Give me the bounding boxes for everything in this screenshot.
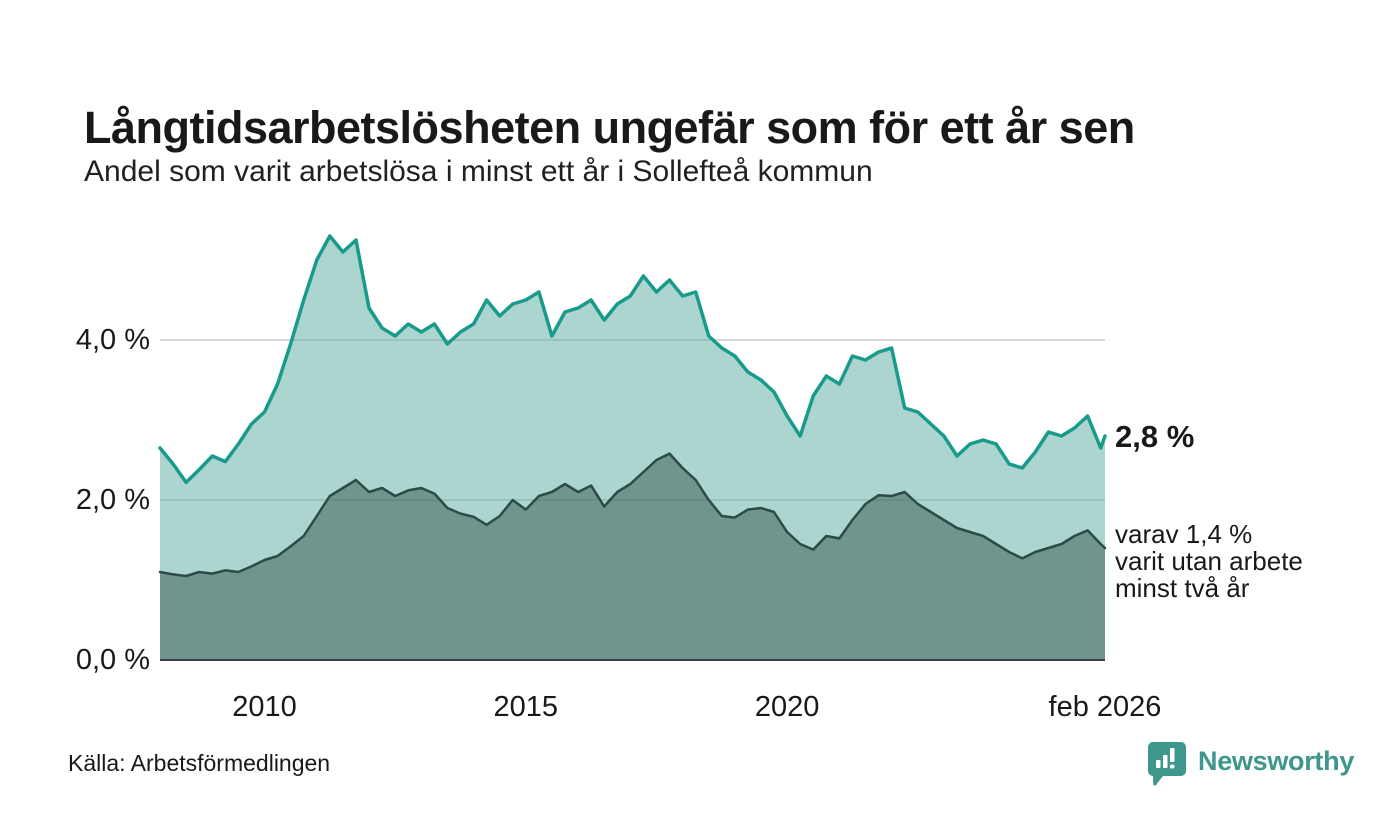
- secondary-annotation: varav 1,4 % varit utan arbete minst två …: [1115, 521, 1355, 602]
- newsworthy-logo-icon: [1148, 742, 1186, 786]
- newsworthy-logo: Newsworthy: [1146, 740, 1354, 788]
- area-fills: [160, 236, 1105, 660]
- source-caption: Källa: Arbetsförmedlingen: [68, 750, 331, 776]
- y-tick-2: 2,0 %: [75, 484, 150, 516]
- series-lines: [158, 234, 1107, 578]
- gridlines: [160, 339, 1105, 501]
- page-title: Långtidsarbetslösheten ungefär som för e…: [84, 102, 1135, 154]
- x-tick-feb-2026: feb 2026: [1048, 691, 1162, 723]
- area-series-0: [160, 236, 1105, 660]
- y-tick-4: 4,0 %: [75, 324, 150, 356]
- x-tick-2020: 2020: [754, 691, 820, 723]
- secondary-annotation-line-1: varav 1,4 %: [1115, 519, 1253, 549]
- x-tick-2015: 2015: [493, 691, 559, 723]
- chart-subtitle: Andel som varit arbetslösa i minst ett å…: [84, 155, 873, 188]
- secondary-annotation-line-2: varit utan arbete: [1115, 546, 1303, 576]
- line-Andel arbetslösa minst ett år: [158, 234, 1107, 485]
- secondary-annotation-line-3: minst två år: [1115, 573, 1250, 603]
- line-Andel arbetslösa minst två år: [158, 452, 1107, 578]
- area-series-1: [160, 453, 1105, 660]
- latest-value-label: 2,8 %: [1115, 419, 1195, 454]
- y-tick-0: 0,0 %: [75, 644, 150, 676]
- newsworthy-wordmark: Newsworthy: [1198, 746, 1355, 776]
- x-tick-2010: 2010: [232, 691, 297, 723]
